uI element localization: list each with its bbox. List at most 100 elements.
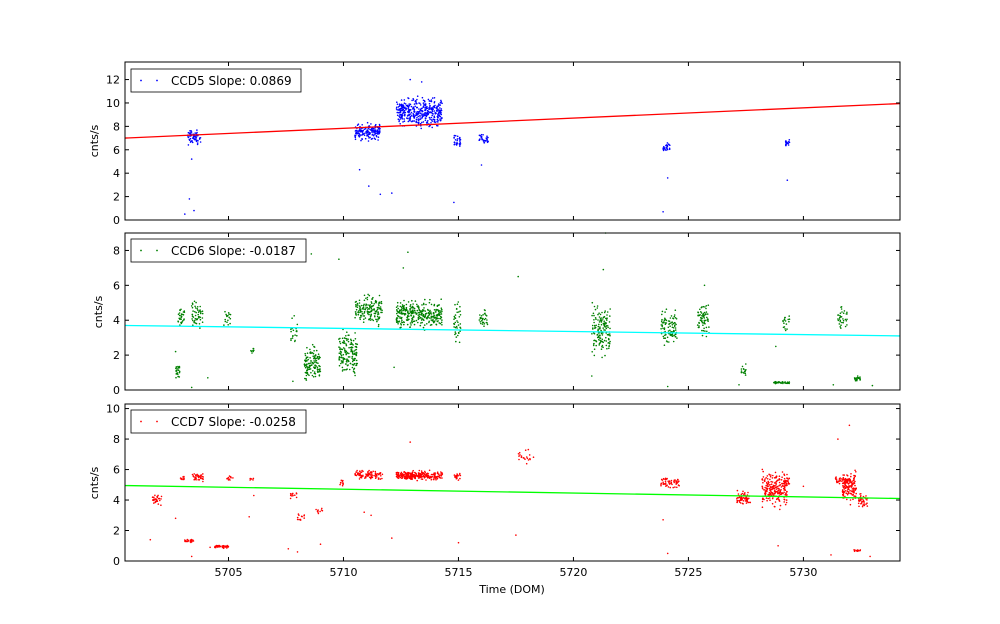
- ccd7-data-point: [199, 475, 202, 477]
- ccd6-data-point: [430, 313, 433, 315]
- ccd7-data-point: [786, 483, 788, 485]
- ccd6-points: [174, 232, 874, 389]
- ccd6-data-point: [373, 303, 376, 305]
- ccd6-data-point: [486, 323, 489, 326]
- ccd6-data-point: [396, 319, 398, 322]
- ccd6-data-point: [662, 327, 664, 330]
- ccd6-data-point: [483, 309, 486, 311]
- ccd5-data-point: [409, 115, 412, 118]
- ccd5-data-point: [408, 113, 411, 116]
- ccd5-data-point: [429, 118, 431, 120]
- ccd6-data-point: [192, 316, 195, 318]
- ccd5-data-point: [404, 103, 407, 105]
- ccd7-outlier-point: [409, 441, 412, 443]
- ccd5-data-point: [374, 131, 376, 134]
- ccd5-data-point: [424, 103, 427, 106]
- ccd6-data-point: [459, 310, 461, 313]
- ccd7-x-tick-label: 5720: [559, 566, 587, 579]
- ccd7-data-point: [741, 497, 743, 500]
- ccd7-data-point: [376, 473, 379, 475]
- ccd7-data-point: [675, 483, 677, 485]
- ccd6-data-point: [702, 324, 704, 327]
- ccd6-data-point: [379, 306, 382, 308]
- ccd6-data-point: [194, 314, 197, 317]
- ccd7-data-point: [198, 479, 201, 481]
- ccd7-data-point: [788, 477, 791, 480]
- ccd6-legend[interactable]: CCD6 Slope: -0.0187: [130, 238, 307, 263]
- ccd6-data-point: [669, 329, 671, 332]
- ccd5-outlier-point: [453, 201, 455, 204]
- ccd6-data-point: [424, 315, 427, 318]
- ccd5-data-point: [407, 107, 410, 110]
- ccd7-data-point: [228, 478, 230, 480]
- ccd5-data-point: [415, 101, 417, 103]
- ccd7-data-point: [456, 473, 458, 475]
- ccd6-data-point: [196, 307, 198, 310]
- ccd6-data-point: [593, 354, 596, 357]
- ccd7-data-point: [854, 484, 856, 487]
- ccd7-data-point: [364, 477, 366, 479]
- ccd6-data-point: [313, 345, 315, 348]
- ccd7-data-point: [413, 476, 416, 479]
- ccd6-data-point: [705, 311, 708, 313]
- ccd6-data-point: [591, 301, 594, 304]
- ccd6-data-point: [597, 319, 599, 321]
- ccd6-data-point: [598, 321, 601, 323]
- ccd6-data-point: [343, 340, 345, 342]
- ccd6-data-point: [458, 341, 461, 344]
- ccd6-data-point: [409, 305, 412, 308]
- ccd7-data-point: [420, 470, 423, 472]
- ccd6-data-point: [409, 304, 412, 306]
- ccd6-data-point: [846, 318, 848, 321]
- ccd5-y-tick-label: 0: [113, 214, 120, 227]
- ccd5-data-point: [425, 115, 428, 118]
- ccd7-data-point: [662, 481, 664, 484]
- ccd7-legend[interactable]: CCD7 Slope: -0.0258: [130, 409, 307, 434]
- ccd7-data-point: [854, 495, 857, 498]
- ccd6-data-point: [199, 318, 202, 321]
- ccd7-data-point: [853, 474, 855, 477]
- ccd6-data-point: [424, 310, 427, 312]
- ccd6-data-point: [437, 304, 440, 307]
- ccd6-data-point: [664, 323, 667, 326]
- ccd6-data-point: [703, 327, 705, 330]
- ccd6-data-point: [252, 347, 255, 350]
- ccd6-outlier-point: [292, 380, 294, 383]
- ccd7-x-tick-label: 5705: [214, 566, 242, 579]
- ccd6-data-point: [597, 313, 599, 316]
- ccd7-data-point: [737, 493, 740, 495]
- ccd7-y-tick-label: 4: [113, 494, 120, 507]
- ccd7-data-point: [433, 472, 436, 474]
- ccd6-data-point: [355, 342, 357, 345]
- ccd6-data-point: [591, 324, 594, 327]
- ccd6-data-point: [663, 344, 666, 347]
- ccd6-data-point: [478, 319, 481, 321]
- ccd5-data-point: [375, 130, 378, 133]
- ccd6-data-point: [180, 315, 182, 317]
- ccd7-data-point: [374, 475, 377, 478]
- ccd5-legend[interactable]: CCD5 Slope: 0.0869: [130, 68, 302, 93]
- ccd7-data-point: [427, 475, 429, 477]
- ccd6-data-point: [696, 324, 699, 326]
- ccd7-data-point: [369, 473, 371, 475]
- ccd5-data-point: [431, 114, 434, 117]
- ccd7-data-point: [742, 500, 745, 502]
- ccd7-data-point: [785, 479, 787, 482]
- ccd6-data-point: [355, 313, 357, 315]
- ccd5-data-point: [189, 130, 191, 132]
- ccd7-data-point: [433, 478, 435, 481]
- ccd7-data-point: [663, 478, 665, 481]
- ccd5-data-point: [378, 123, 381, 126]
- ccd6-data-point: [598, 344, 600, 346]
- ccd7-data-point: [853, 495, 855, 497]
- ccd5-data-point: [420, 114, 423, 116]
- ccd7-data-point: [365, 473, 368, 476]
- ccd5-data-point: [377, 128, 380, 130]
- ccd6-data-point: [603, 329, 605, 331]
- ccd6-data-point: [436, 317, 439, 319]
- ccd6-data-point: [856, 377, 859, 379]
- ccd7-data-point: [520, 455, 523, 457]
- ccd6-data-point: [368, 294, 371, 297]
- ccd5-data-point: [366, 133, 368, 135]
